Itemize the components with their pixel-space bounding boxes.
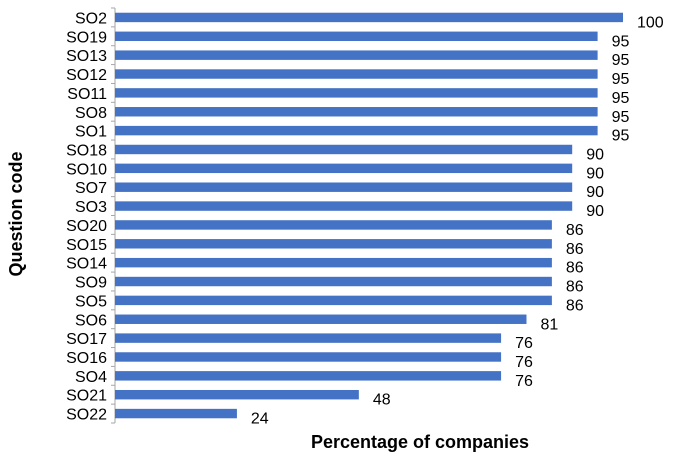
data-label: 76 <box>515 354 533 371</box>
data-label: 76 <box>515 335 533 352</box>
data-labels: 1009595959595959090909086868686868176767… <box>251 14 664 427</box>
category-label: SO11 <box>67 86 107 103</box>
data-label: 95 <box>612 71 630 88</box>
bar-so4 <box>115 371 502 381</box>
bar-so13 <box>115 50 598 60</box>
data-label: 90 <box>586 165 604 182</box>
category-label: SO1 <box>75 124 107 141</box>
x-axis-title: Percentage of companies <box>311 432 529 452</box>
category-label: SO17 <box>66 331 107 348</box>
category-label: SO4 <box>75 369 107 386</box>
data-label: 95 <box>612 90 630 107</box>
bar-so11 <box>115 88 598 98</box>
data-label: 90 <box>586 184 604 201</box>
bar-so7 <box>115 182 573 192</box>
category-label: SO21 <box>66 388 107 405</box>
data-label: 86 <box>566 241 584 258</box>
category-label: SO12 <box>66 67 107 84</box>
data-label: 86 <box>566 279 584 296</box>
y-axis-ticks <box>111 7 115 424</box>
bar-so3 <box>115 201 573 211</box>
bar-so5 <box>115 295 552 306</box>
data-label: 90 <box>586 146 604 163</box>
data-label: 95 <box>612 128 630 145</box>
data-label: 86 <box>566 222 584 239</box>
bar-so12 <box>115 69 598 79</box>
bar-so19 <box>115 31 598 42</box>
data-label: 100 <box>637 14 664 31</box>
data-label: 86 <box>566 260 584 277</box>
bar-so10 <box>115 163 573 174</box>
category-label: SO13 <box>66 48 107 65</box>
bar-so15 <box>115 239 552 249</box>
bar-so2 <box>115 12 623 23</box>
category-label: SO19 <box>66 29 107 46</box>
bar-so16 <box>115 352 502 362</box>
category-label: SO15 <box>66 237 107 254</box>
category-label: SO16 <box>66 350 107 367</box>
bar-so22 <box>115 408 237 419</box>
data-label: 95 <box>612 52 630 69</box>
bar-so9 <box>115 276 552 287</box>
data-label: 48 <box>373 392 391 409</box>
category-label: SO2 <box>75 10 107 27</box>
bars <box>115 12 623 419</box>
data-label: 81 <box>540 316 558 333</box>
data-label: 76 <box>515 373 533 390</box>
bar-so17 <box>115 333 502 343</box>
category-label: SO3 <box>75 199 107 216</box>
bar-so8 <box>115 107 598 117</box>
category-label: SO20 <box>66 218 107 235</box>
data-label: 86 <box>566 297 584 314</box>
bar-so6 <box>115 314 527 324</box>
data-label: 24 <box>251 411 269 428</box>
category-label: SO5 <box>75 293 107 310</box>
bar-so18 <box>115 144 573 155</box>
category-label: SO18 <box>66 142 107 159</box>
bar-so14 <box>115 257 552 268</box>
bar-so20 <box>115 220 552 230</box>
y-axis-title: Question code <box>6 151 26 276</box>
category-label: SO8 <box>75 105 107 122</box>
category-label: SO9 <box>75 275 107 292</box>
bar-so1 <box>115 125 598 136</box>
data-label: 95 <box>612 33 630 50</box>
data-label: 95 <box>612 109 630 126</box>
bar-so21 <box>115 389 359 400</box>
category-label: SO10 <box>66 161 107 178</box>
category-label: SO6 <box>75 312 107 329</box>
category-label: SO14 <box>66 256 107 273</box>
data-label: 90 <box>586 203 604 220</box>
category-label: SO7 <box>75 180 107 197</box>
category-label: SO22 <box>66 407 107 424</box>
